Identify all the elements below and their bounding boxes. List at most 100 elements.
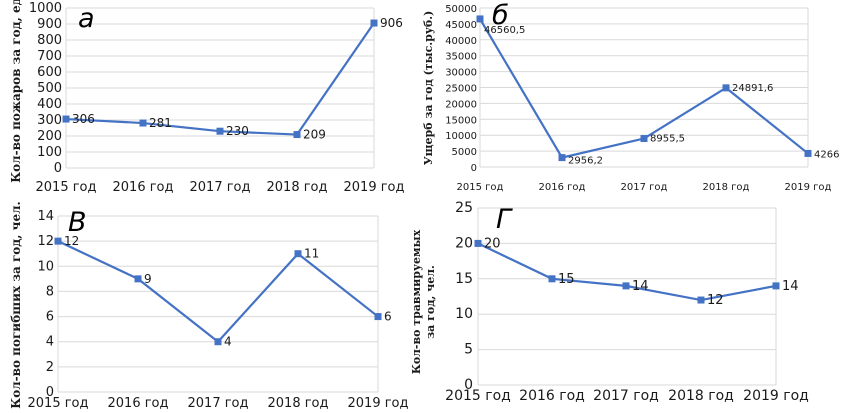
y-tick-label: 6: [46, 310, 54, 325]
panel-letter: В: [68, 207, 87, 238]
y-tick-label: 2: [46, 360, 54, 375]
y-axis-label-line1: Кол-во травмируемых: [410, 229, 423, 374]
data-point-marker: [558, 154, 566, 162]
data-point-marker: [293, 131, 301, 139]
y-tick-label: 500: [37, 81, 62, 96]
x-tick-label: 2017 год: [621, 182, 668, 193]
y-tick-label: 25000: [445, 84, 477, 95]
y-tick-label: 10: [455, 306, 473, 322]
data-point-marker: [54, 237, 62, 245]
x-tick-label: 2015 год: [36, 180, 97, 195]
data-label: 8955,5: [650, 134, 685, 145]
chart-panel-v: 0 2 4 6 8 10 12 14 2015 год 2016 год 2017 год 2018 …: [9, 201, 409, 411]
data-label: 24891,6: [732, 83, 773, 94]
y-tick-label: 14: [37, 209, 54, 224]
y-tick-label: 20000: [445, 99, 477, 110]
x-tick-label: 2019 год: [785, 182, 832, 193]
y-tick-label: 25: [455, 200, 473, 216]
x-tick-label: 2017 год: [188, 396, 249, 411]
x-tick-label: 2019 год: [344, 180, 405, 195]
data-label: 6: [384, 310, 392, 324]
data-label: 306: [72, 112, 95, 126]
y-tick-label: 8: [46, 284, 54, 299]
y-tick-label: 0: [46, 385, 54, 400]
x-tick-label: 2016 год: [539, 182, 586, 193]
y-tick-label: 0: [471, 163, 477, 174]
data-label: 2956,2: [568, 156, 603, 167]
y-axis-label: Кол-во пожаров за год, ед.: [9, 0, 23, 183]
data-point-marker: [476, 15, 484, 23]
y-tick-label: 10000: [445, 131, 477, 142]
data-point-marker: [697, 296, 705, 304]
data-point-marker: [548, 275, 556, 283]
data-point-marker: [62, 115, 70, 123]
data-label: 14: [632, 279, 649, 294]
y-tick-label: 700: [37, 49, 62, 64]
data-point-marker: [772, 282, 780, 290]
data-point-marker: [216, 127, 224, 135]
panel-letter: Г: [496, 204, 513, 235]
y-tick-label: 300: [37, 113, 62, 128]
data-label: 12: [707, 293, 724, 308]
y-tick-label: 45000: [445, 20, 477, 31]
x-tick-label: 2016 год: [108, 396, 169, 411]
data-label: 906: [380, 16, 403, 30]
y-tick-label: 0: [54, 161, 62, 176]
x-tick-label: 2017 год: [593, 388, 659, 404]
data-point-marker: [640, 135, 648, 143]
y-tick-label: 40000: [445, 36, 477, 47]
x-tick-label: 2016 год: [519, 388, 585, 404]
x-tick-label: 2018 год: [267, 180, 328, 195]
data-point-marker: [804, 149, 812, 157]
panel-letter: а: [78, 3, 95, 34]
x-tick-label: 2015 год: [445, 388, 511, 404]
y-tick-label: 20: [455, 235, 473, 251]
y-tick-label: 200: [37, 129, 62, 144]
data-label: 15: [558, 272, 575, 287]
x-tick-label: 2018 год: [268, 396, 329, 411]
x-tick-label: 2015 год: [28, 396, 89, 411]
y-tick-label: 15: [455, 271, 473, 287]
y-tick-label: 1000: [29, 1, 62, 16]
data-point-marker: [370, 19, 378, 27]
data-label: 230: [226, 124, 249, 138]
data-point-marker: [622, 282, 630, 290]
y-axis-label: Ущерб за год (тыс.руб.): [422, 11, 435, 166]
y-tick-label: 100: [37, 145, 62, 160]
y-tick-label: 5: [464, 342, 473, 358]
data-label: 9: [144, 272, 152, 286]
y-tick-label: 12: [37, 234, 54, 249]
y-axis-label-line2: за год, чел.: [424, 265, 437, 339]
y-tick-label: 10: [37, 259, 54, 274]
y-tick-label: 35000: [445, 52, 477, 63]
data-label: 12: [64, 234, 79, 248]
data-point-marker: [134, 275, 142, 283]
y-tick-label: 0: [464, 377, 473, 393]
x-tick-label: 2017 год: [190, 180, 251, 195]
data-label: 209: [303, 128, 326, 142]
x-tick-label: 2015 год: [457, 182, 504, 193]
x-tick-label: 2016 год: [113, 180, 174, 195]
series-line: [477, 242, 777, 302]
data-label: 46560,5: [484, 25, 525, 36]
y-tick-label: 800: [37, 33, 62, 48]
data-point-marker: [139, 119, 147, 127]
y-axis-label: Кол-во погибших за год, чел.: [9, 201, 23, 408]
y-tick-label: 30000: [445, 68, 477, 79]
x-tick-label: 2019 год: [348, 396, 409, 411]
y-tick-label: 5000: [452, 147, 477, 158]
x-tick-label: 2019 год: [743, 388, 809, 404]
y-tick-label: 50000: [445, 4, 477, 15]
x-tick-label: 2018 год: [703, 182, 750, 193]
data-label: 4: [224, 335, 232, 349]
data-label: 4266: [814, 149, 839, 160]
data-label: 11: [304, 247, 319, 261]
y-tick-label: 4: [46, 335, 54, 350]
y-tick-label: 600: [37, 65, 62, 80]
y-tick-label: 400: [37, 97, 62, 112]
panel-letter: б: [492, 0, 509, 31]
y-tick-label: 15000: [445, 115, 477, 126]
chart-panel-g: 0 5 10 15 20 25 2015 год 2016 год 2017 год 2018 г…: [410, 200, 809, 404]
